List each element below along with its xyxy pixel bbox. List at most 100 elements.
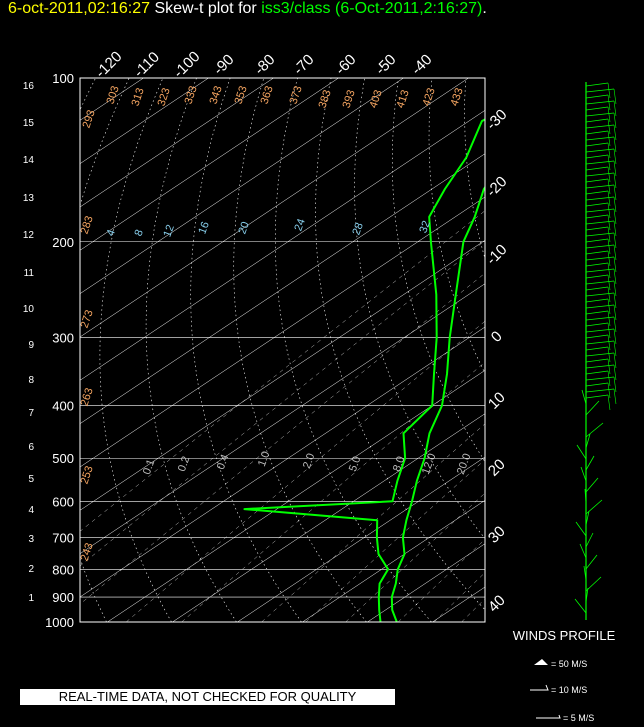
wind-legend-10-icon xyxy=(530,684,549,691)
dry-adiabat xyxy=(567,78,644,622)
wind-barb xyxy=(585,292,615,297)
mixing-ratio-label: 20 xyxy=(236,220,251,236)
wind-barb-flag xyxy=(613,268,617,285)
dry-adiabat xyxy=(190,78,302,622)
wind-barb xyxy=(585,154,609,159)
wind-barb-flag xyxy=(607,382,611,399)
wind-barb xyxy=(585,244,615,249)
wind-barb-flag xyxy=(607,370,611,387)
wind-barb-flag xyxy=(607,298,611,315)
wind-barb-flag xyxy=(607,190,611,207)
wind-barb xyxy=(585,576,602,592)
mixing-ratio-line xyxy=(433,572,485,622)
mixing-ratio-label: 32 xyxy=(417,219,432,235)
isotherm-line xyxy=(80,240,485,511)
isotherm-line xyxy=(80,110,485,381)
wind-barb xyxy=(584,488,587,504)
wind-barb-flag xyxy=(607,394,611,411)
isotherm-line xyxy=(563,78,644,622)
mixing-ratio-label-lower: 0.4 xyxy=(215,453,232,471)
isotherm-line xyxy=(80,78,274,208)
wind-barb xyxy=(585,82,609,87)
dry-adiabat xyxy=(80,78,96,111)
wind-barb xyxy=(585,510,590,526)
wind-barb xyxy=(585,160,615,165)
wind-barb-flag xyxy=(613,328,617,345)
wind-legend-label: = 5 M/S xyxy=(563,713,594,723)
temperature-top-label: -40 xyxy=(408,51,435,78)
mixing-ratio-line xyxy=(126,320,485,622)
wind-barb-flag xyxy=(613,292,617,309)
mixing-ratio-line xyxy=(80,272,485,605)
temperature-top-label: -70 xyxy=(290,51,317,78)
height-tick-label: 7 xyxy=(28,408,34,419)
wind-barb xyxy=(585,400,600,416)
temperature-right-label: -10 xyxy=(483,241,510,268)
mixing-ratio-line xyxy=(181,361,485,622)
wind-barb xyxy=(585,136,615,141)
isotherm-line xyxy=(367,543,485,622)
pressure-tick-label: 600 xyxy=(52,494,74,509)
wind-barb xyxy=(585,280,615,285)
dry-adiabat xyxy=(354,78,485,540)
wind-barb xyxy=(585,477,599,493)
plot-frame xyxy=(79,77,486,623)
wind-barb xyxy=(585,352,615,357)
disclaimer-banner: REAL-TIME DATA, NOT CHECKED FOR QUALITY xyxy=(20,689,395,705)
chart-title: 6-oct-2011,02:16:27 Skew-t plot for iss3… xyxy=(8,0,487,18)
wind-barb-flag xyxy=(613,160,617,177)
wind-barb xyxy=(585,298,609,303)
wind-barb xyxy=(585,382,609,387)
temperature-top-label: -120 xyxy=(92,48,125,81)
wind-barb-flag xyxy=(613,256,617,273)
dry-adiabat xyxy=(274,78,432,622)
height-tick-label: 11 xyxy=(24,268,35,279)
wind-barb xyxy=(585,106,609,111)
mixing-ratio-label: 4 xyxy=(104,228,117,238)
height-tick-label: 4 xyxy=(28,505,34,516)
winds-profile-title: WINDS PROFILE xyxy=(513,628,616,643)
dry-adiabat xyxy=(233,78,367,622)
theta-label: 333 xyxy=(183,84,200,105)
wind-barb xyxy=(585,340,615,345)
wind-barb-flag xyxy=(613,100,617,117)
wind-barb xyxy=(585,250,609,255)
height-tick-label: 3 xyxy=(28,534,34,545)
wind-barb xyxy=(583,565,587,581)
dry-adiabat xyxy=(499,78,644,622)
wind-barb xyxy=(585,226,609,231)
wind-barb xyxy=(585,328,615,333)
wind-barb xyxy=(576,444,587,460)
temperature-right-label: 0 xyxy=(488,328,506,346)
wind-barb xyxy=(585,178,609,183)
dry-adiabat xyxy=(428,78,485,375)
temperature-right-label: 10 xyxy=(485,389,509,413)
wind-barb-flag xyxy=(613,304,617,321)
wind-barb-flag xyxy=(613,280,617,297)
wind-barb xyxy=(585,370,609,375)
isotherm-line xyxy=(80,78,469,338)
pressure-tick-label: 1000 xyxy=(45,615,74,630)
wind-barb-flag xyxy=(613,196,617,213)
wind-barb-flag xyxy=(613,148,617,165)
wind-legend-50-icon xyxy=(534,659,548,665)
theta-label: 243 xyxy=(79,541,96,562)
wind-barb xyxy=(585,394,609,399)
wind-barb xyxy=(585,118,609,123)
wind-barb xyxy=(585,148,615,153)
wind-barb-flag xyxy=(607,118,611,135)
theta-label: 363 xyxy=(259,84,276,105)
theta-label: 323 xyxy=(156,86,173,107)
wind-barb xyxy=(585,364,615,369)
isotherm-line xyxy=(80,153,485,424)
height-tick-label: 12 xyxy=(23,230,35,241)
wind-barb xyxy=(585,142,609,147)
theta-label: 413 xyxy=(395,88,412,109)
wind-barb xyxy=(585,130,609,135)
wind-barb-flag xyxy=(607,154,611,171)
mixing-ratio-line xyxy=(80,240,485,567)
wind-barb-flag xyxy=(613,112,617,129)
temperature-top-label: -100 xyxy=(170,48,203,81)
title-period: . xyxy=(482,0,487,17)
pressure-tick-label: 800 xyxy=(52,562,74,577)
